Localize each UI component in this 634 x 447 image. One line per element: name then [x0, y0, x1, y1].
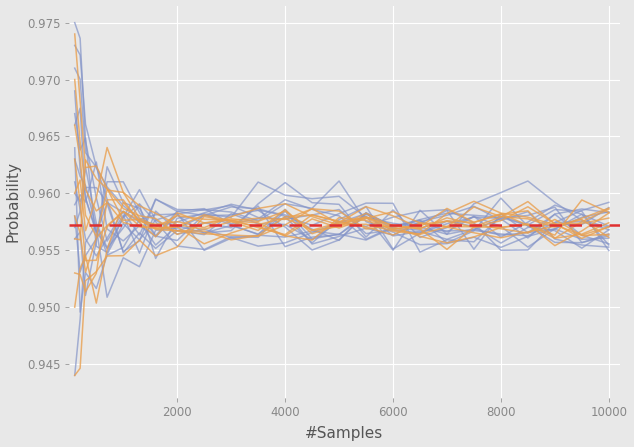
X-axis label: #Samples: #Samples	[306, 426, 384, 442]
Y-axis label: Probability: Probability	[6, 161, 20, 242]
